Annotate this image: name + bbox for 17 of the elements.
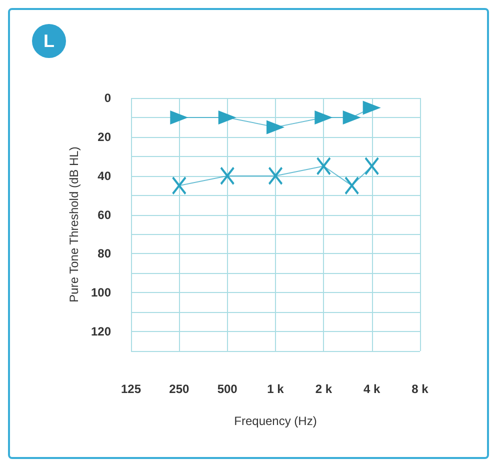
- y-tick-label: 0: [104, 91, 112, 105]
- x-tick-label: 2 k: [315, 382, 332, 396]
- y-tick-label: 120: [90, 324, 112, 339]
- chart-title: L: [32, 24, 66, 58]
- y-tick-label: 100: [90, 286, 112, 300]
- x-tick-label: 250: [169, 382, 190, 396]
- x-tick-label: 125: [120, 382, 142, 396]
- x-tick-label: 4 k: [363, 382, 380, 396]
- x-axis-title: Frequency (Hz): [234, 414, 317, 428]
- y-tick-label: 40: [98, 168, 112, 183]
- y-tick-label: 20: [98, 130, 112, 144]
- x-tick-label: 8 k: [412, 382, 429, 396]
- y-axis-title: Pure Tone Threshold (dB HL): [67, 146, 82, 302]
- y-tick-label: 60: [98, 208, 112, 222]
- x-tick-label: 500: [217, 382, 238, 396]
- y-tick-label: 80: [98, 246, 112, 261]
- x-tick-label: 1 k: [267, 382, 284, 396]
